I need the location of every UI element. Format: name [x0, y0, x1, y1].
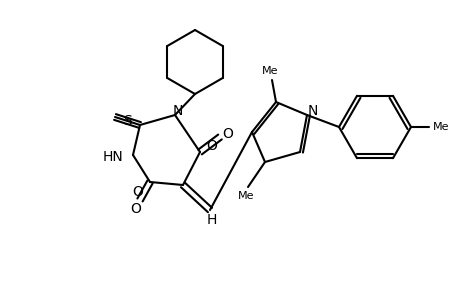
Text: Me: Me: [261, 66, 278, 76]
Text: HN: HN: [102, 150, 123, 164]
Text: O: O: [132, 185, 143, 199]
Text: N: N: [173, 104, 183, 118]
Text: H: H: [207, 213, 217, 227]
Text: Me: Me: [432, 122, 448, 132]
Text: S: S: [123, 114, 132, 128]
Text: O: O: [206, 139, 217, 153]
Text: O: O: [222, 127, 233, 141]
Text: N: N: [307, 104, 318, 118]
Text: O: O: [130, 202, 141, 216]
Text: Me: Me: [237, 191, 254, 201]
